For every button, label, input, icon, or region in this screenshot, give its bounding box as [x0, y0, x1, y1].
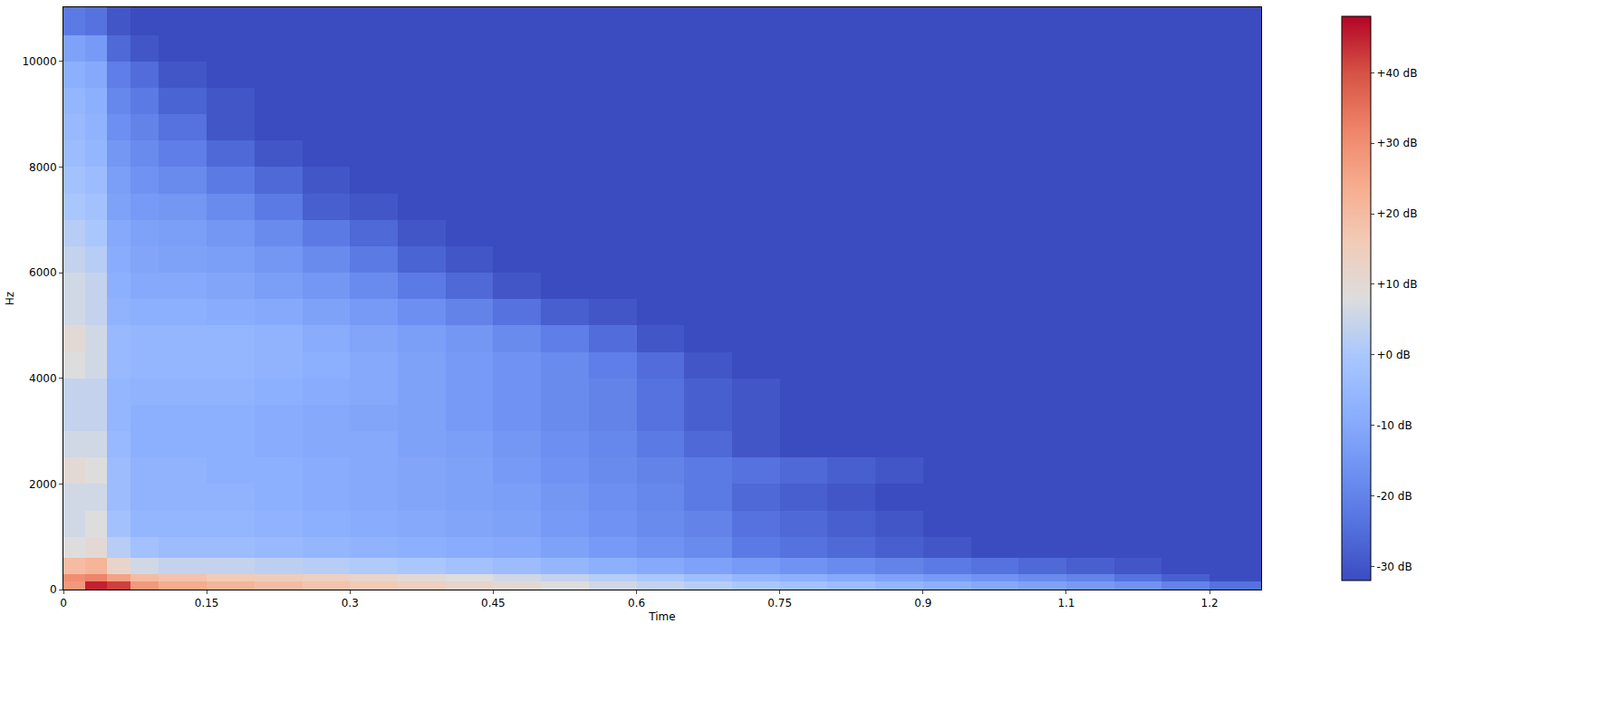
svg-text:0.6: 0.6 — [627, 597, 646, 610]
svg-text:0.15: 0.15 — [194, 597, 220, 610]
svg-text:+30 dB: +30 dB — [1376, 136, 1417, 150]
svg-text:4000: 4000 — [28, 372, 58, 386]
svg-text:+40 dB: +40 dB — [1376, 67, 1417, 80]
svg-text:+10 dB: +10 dB — [1376, 278, 1417, 291]
svg-text:-10 dB: -10 dB — [1376, 419, 1412, 433]
svg-text:1.1: 1.1 — [1057, 597, 1075, 610]
svg-text:1.2: 1.2 — [1201, 597, 1219, 610]
svg-text:0.9: 0.9 — [914, 597, 932, 610]
svg-text:0.3: 0.3 — [341, 597, 359, 610]
svg-text:0: 0 — [49, 583, 58, 597]
svg-text:Hz: Hz — [3, 291, 17, 306]
svg-text:10000: 10000 — [21, 55, 57, 68]
svg-text:+20 dB: +20 dB — [1376, 207, 1417, 221]
svg-text:-20 dB: -20 dB — [1376, 490, 1412, 503]
svg-text:-30 dB: -30 dB — [1376, 560, 1412, 574]
svg-text:0: 0 — [59, 597, 68, 610]
svg-text:0.45: 0.45 — [481, 597, 506, 610]
svg-text:0.75: 0.75 — [767, 597, 792, 610]
svg-text:8000: 8000 — [28, 161, 58, 174]
svg-text:2000: 2000 — [28, 478, 58, 492]
svg-text:Time: Time — [647, 610, 675, 624]
svg-text:+0 dB: +0 dB — [1376, 348, 1410, 362]
svg-text:6000: 6000 — [28, 266, 58, 280]
